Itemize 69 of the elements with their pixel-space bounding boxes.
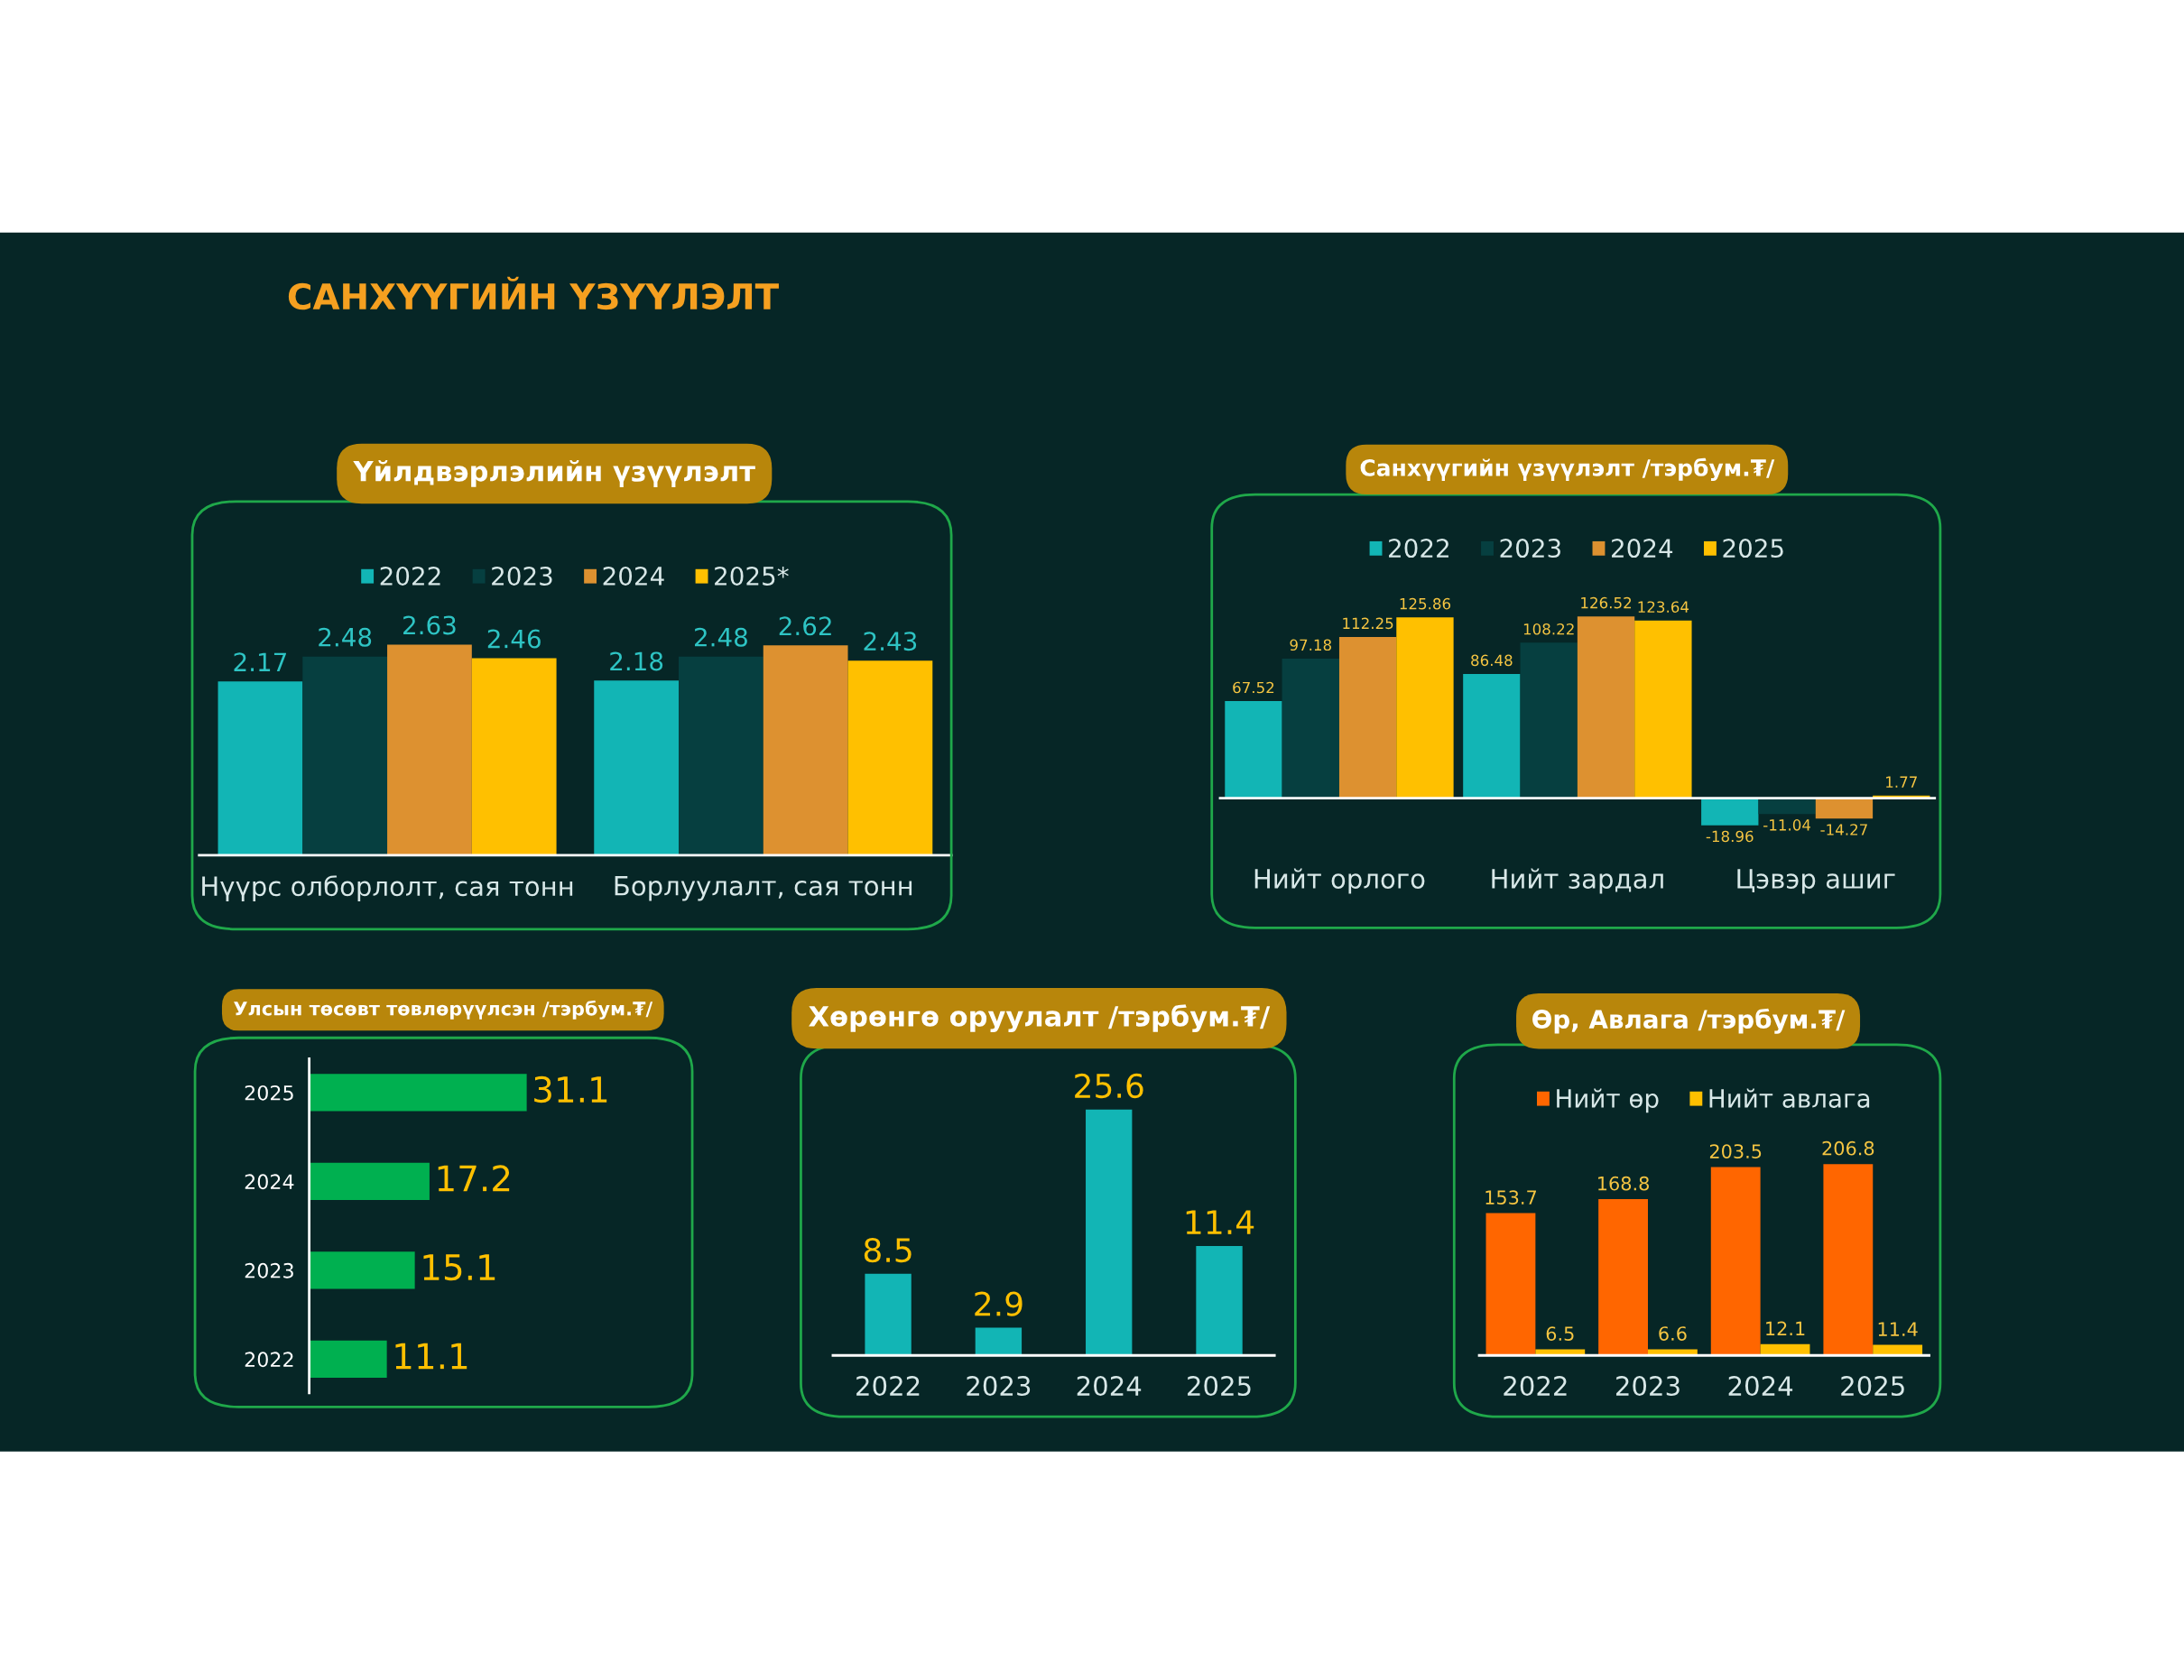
data-label: 126.52 xyxy=(1581,596,1632,609)
x-tick-label: 2024 xyxy=(1077,1376,1142,1397)
data-label: 2.43 xyxy=(864,632,917,651)
chart-title: Үйлдвэрлэлийн үзүүлэлт xyxy=(353,459,755,487)
x-tick-label: 2025 xyxy=(1841,1376,1904,1397)
data-label: -11.04 xyxy=(1763,819,1811,831)
legend-label: 2022 xyxy=(1389,539,1448,558)
legend-label: 2022 xyxy=(380,566,440,586)
legend-label: 2024 xyxy=(603,566,664,586)
x-tick-label: 2023 xyxy=(1616,1376,1680,1397)
data-label: -18.96 xyxy=(1706,830,1754,843)
data-label: 2.48 xyxy=(695,627,747,647)
data-label: 2.46 xyxy=(487,629,541,649)
data-label: 17.2 xyxy=(438,1165,510,1192)
chart-title: Өр, Авлага /тэрбум.₮/ xyxy=(1532,1008,1846,1034)
chart-title: Хөрөнгө оруулалт /тэрбум.₮/ xyxy=(809,1004,1271,1033)
x-tick-label: Нүүрс олборлолт, сая тонн xyxy=(202,875,573,901)
data-label: 2.63 xyxy=(403,615,456,635)
x-tick-label: 2025 xyxy=(1188,1376,1251,1397)
data-label: 203.5 xyxy=(1709,1144,1762,1158)
x-tick-label: Нийт зардал xyxy=(1492,868,1663,894)
data-label: 11.4 xyxy=(1186,1210,1254,1234)
x-tick-label: Борлуулалт, сая тонн xyxy=(615,876,912,901)
x-tick-label: Нийт орлого xyxy=(1254,868,1425,894)
legend-label: 2025 xyxy=(1723,539,1783,558)
data-label: 6.5 xyxy=(1546,1326,1574,1341)
data-label: 2.48 xyxy=(319,627,372,647)
data-label: 2.62 xyxy=(779,616,831,636)
data-label: 11.1 xyxy=(395,1343,467,1370)
x-tick-label: 2023 xyxy=(967,1376,1031,1397)
data-label: 11.4 xyxy=(1878,1322,1918,1336)
y-tick-label: 2024 xyxy=(245,1174,294,1190)
x-tick-label: 2022 xyxy=(856,1376,920,1397)
chart-title: Улсын төсөвт төвлөрүүлсэн /тэрбум.₮/ xyxy=(234,1000,653,1020)
data-label: 67.52 xyxy=(1233,681,1274,694)
legend-label: 2025* xyxy=(715,566,789,586)
data-label: 2.9 xyxy=(975,1291,1023,1316)
text: САНХҮҮГИЙН ҮЗҮҮЛЭЛТ xyxy=(288,276,779,310)
data-label: 1.77 xyxy=(1886,776,1917,788)
legend-label: 2023 xyxy=(492,566,552,586)
x-tick-label: 2022 xyxy=(1504,1376,1567,1397)
legend-label: Нийт өр xyxy=(1557,1088,1659,1113)
x-tick-label: Цэвэр ашиг xyxy=(1737,869,1895,894)
data-label: 168.8 xyxy=(1598,1176,1649,1191)
legend-label: 2023 xyxy=(1500,539,1560,558)
data-label: 6.6 xyxy=(1659,1326,1687,1341)
data-label: 31.1 xyxy=(534,1075,607,1103)
data-label: 112.25 xyxy=(1343,617,1393,630)
data-label: 12.1 xyxy=(1766,1321,1805,1335)
y-tick-label: 2023 xyxy=(245,1262,293,1278)
y-tick-label: 2022 xyxy=(245,1352,293,1368)
legend-label: Нийт авлага xyxy=(1709,1088,1870,1108)
data-label: 25.6 xyxy=(1075,1073,1143,1099)
data-label: 123.64 xyxy=(1638,601,1689,613)
legend-label: 2024 xyxy=(1612,539,1673,558)
data-label: 206.8 xyxy=(1822,1140,1874,1156)
data-label: 108.22 xyxy=(1523,623,1574,635)
x-tick-label: 2024 xyxy=(1728,1376,1793,1397)
data-label: 2.18 xyxy=(610,651,663,671)
chart-title: Санхүүгийн үзүүлэлт /тэрбум.₮/ xyxy=(1360,457,1775,481)
y-tick-label: 2025 xyxy=(245,1085,293,1101)
data-label: -14.27 xyxy=(1820,824,1867,835)
data-label: 97.18 xyxy=(1290,639,1331,651)
data-label: 15.1 xyxy=(423,1254,495,1281)
data-label: 153.7 xyxy=(1485,1190,1536,1205)
data-label: 2.17 xyxy=(234,652,286,671)
data-label: 125.86 xyxy=(1400,597,1451,610)
data-label: 86.48 xyxy=(1471,654,1513,667)
data-label: 8.5 xyxy=(864,1237,912,1263)
